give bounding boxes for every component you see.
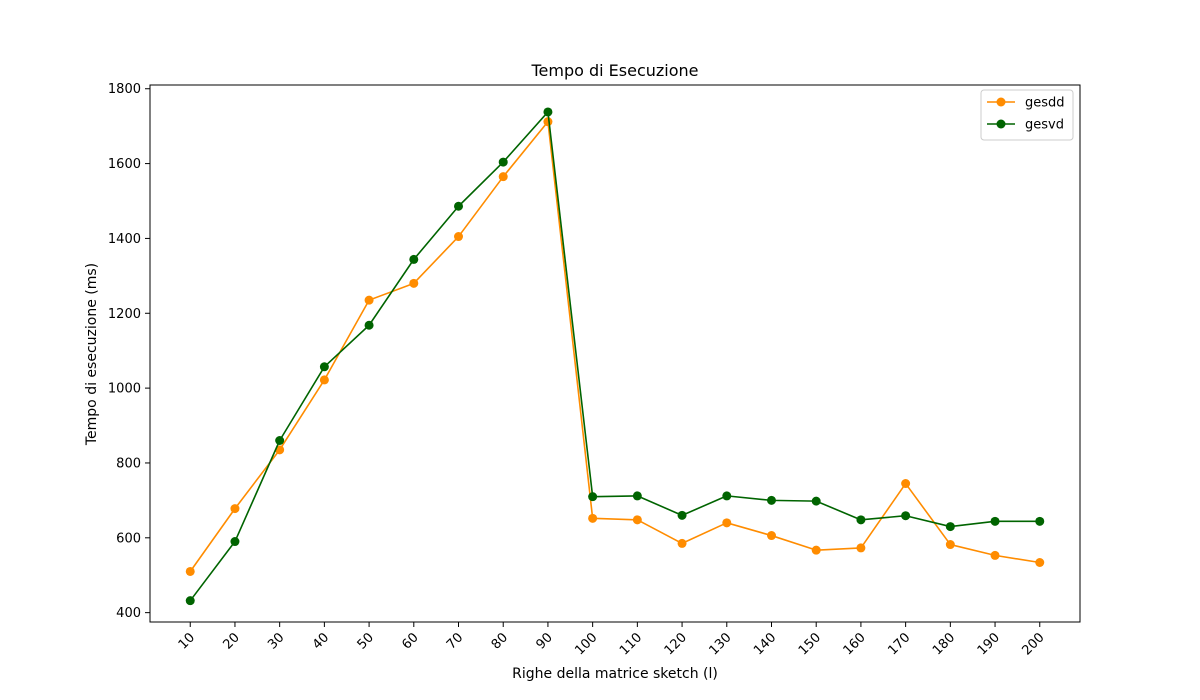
data-point-gesvd (409, 254, 419, 264)
x-tick-label: 40 (310, 630, 332, 652)
data-point-gesvd (319, 362, 329, 372)
data-point-gesdd (990, 550, 1000, 560)
data-point-gesdd (632, 515, 642, 525)
data-point-gesdd (811, 545, 821, 555)
data-point-gesdd (677, 538, 687, 548)
data-point-gesvd (677, 510, 687, 520)
data-point-gesdd (319, 375, 329, 385)
x-tick-label: 110 (617, 630, 645, 658)
data-point-gesdd (901, 479, 911, 489)
x-tick-label: 60 (399, 630, 421, 652)
x-tick-label: 100 (572, 630, 600, 658)
data-point-gesdd (498, 172, 508, 182)
data-point-gesvd (588, 492, 598, 502)
x-axis-title: Righe della matrice sketch (l) (512, 666, 718, 682)
x-tick-label: 20 (220, 630, 242, 652)
data-point-gesdd (230, 504, 240, 514)
y-tick-label: 600 (116, 531, 141, 546)
data-point-gesdd (364, 295, 374, 305)
y-tick-label: 400 (116, 606, 141, 621)
y-tick-label: 800 (116, 456, 141, 471)
data-point-gesvd (185, 596, 195, 606)
x-tick-label: 120 (662, 630, 690, 658)
data-point-gesvd (901, 511, 911, 521)
legend-swatch-marker-gesvd (996, 119, 1006, 129)
x-tick-label: 30 (265, 630, 287, 652)
data-point-gesdd (185, 566, 195, 576)
legend-swatch-marker-gesdd (996, 97, 1006, 107)
data-point-gesvd (856, 515, 866, 525)
x-tick-label: 180 (930, 630, 958, 658)
y-tick-label: 1200 (108, 307, 141, 322)
data-point-gesvd (722, 491, 732, 501)
data-point-gesvd (945, 522, 955, 532)
x-tick-label: 200 (1019, 630, 1047, 658)
series-line-gesdd (189, 120, 1040, 572)
x-tick-label: 80 (489, 630, 511, 652)
data-point-gesvd (498, 157, 508, 167)
data-point-gesdd (409, 278, 419, 288)
data-point-gesvd (766, 495, 776, 505)
data-point-gesvd (543, 107, 553, 117)
data-point-gesvd (990, 516, 1000, 526)
data-point-gesdd (722, 518, 732, 528)
data-point-gesvd (275, 436, 285, 446)
data-point-gesdd (856, 543, 866, 553)
data-point-gesvd (1035, 516, 1045, 526)
legend-label-gesvd: gesvd (1025, 118, 1064, 133)
x-tick-label: 70 (444, 630, 466, 652)
x-tick-label: 130 (706, 630, 734, 658)
x-tick-label: 10 (176, 630, 198, 652)
data-point-gesvd (811, 496, 821, 506)
x-tick-label: 90 (533, 630, 555, 652)
x-tick-label: 150 (796, 630, 824, 658)
x-tick-label: 170 (885, 630, 913, 658)
series-line-gesvd (189, 111, 1040, 602)
data-point-gesdd (766, 531, 776, 541)
data-point-gesvd (230, 537, 240, 547)
x-tick-label: 50 (355, 630, 377, 652)
data-point-gesdd (588, 513, 598, 523)
chart-title: Tempo di Esecuzione (530, 61, 698, 80)
y-tick-label: 1800 (108, 82, 141, 97)
y-axis-title: Tempo di esecuzione (ms) (84, 263, 100, 446)
data-point-gesvd (632, 491, 642, 501)
data-point-gesdd (275, 445, 285, 455)
plot-area (185, 107, 1045, 606)
data-point-gesvd (454, 201, 464, 211)
x-tick-label: 190 (975, 630, 1003, 658)
x-tick-label: 160 (841, 630, 869, 658)
data-point-gesdd (945, 540, 955, 550)
legend: gesdd gesvd (980, 89, 1074, 141)
data-point-gesdd (1035, 557, 1045, 567)
plot-frame (149, 84, 1081, 623)
legend-label-gesdd: gesdd (1025, 96, 1065, 111)
data-point-gesdd (543, 117, 553, 127)
y-tick-label: 1600 (108, 157, 141, 172)
x-tick-label: 140 (751, 630, 779, 658)
y-tick-label: 1400 (108, 232, 141, 247)
data-point-gesvd (364, 320, 374, 330)
data-point-gesdd (454, 232, 464, 242)
y-tick-label: 1000 (108, 382, 141, 397)
